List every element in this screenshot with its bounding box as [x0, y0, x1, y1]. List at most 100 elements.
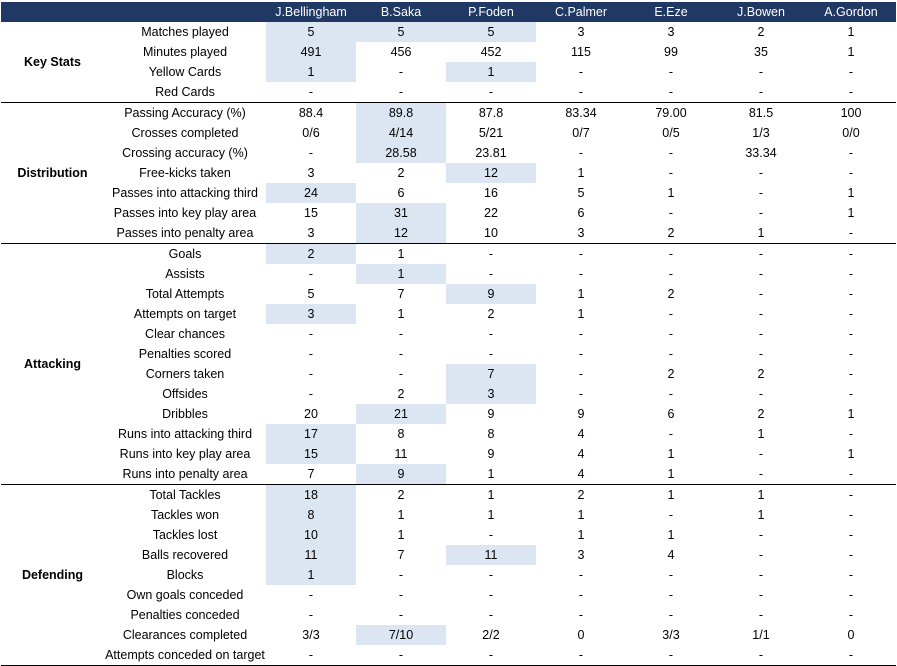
- stat-cell: 3: [667, 25, 675, 39]
- stat-cell: 2: [397, 387, 405, 401]
- stat-cell: 2: [397, 166, 405, 180]
- table-row: Clear chances - - - - - - -: [1, 324, 896, 344]
- table-row: Runs into attacking third 17 8 8 4 - 1 -: [1, 424, 896, 444]
- stat-cell: 1: [397, 247, 405, 261]
- stat-cell: 1: [577, 508, 585, 522]
- stat-cell: 2: [266, 243, 356, 264]
- stat-cell: -: [758, 287, 764, 301]
- stat-cell: -: [308, 608, 314, 622]
- stat-cell: -: [758, 387, 764, 401]
- player-header: A.Gordon: [806, 2, 896, 22]
- player-header: E.Eze: [626, 2, 716, 22]
- stat-cell: -: [626, 82, 716, 103]
- header-corner: [1, 2, 104, 22]
- metric-label: Minutes played: [142, 45, 228, 59]
- stat-cell: -: [758, 186, 764, 200]
- stat-cell: 2: [667, 367, 675, 381]
- stat-cell: 6: [577, 206, 585, 220]
- stat-cell: -: [848, 307, 854, 321]
- stat-cell: 1: [626, 464, 716, 485]
- metric-label: Yellow Cards: [148, 65, 222, 79]
- stat-cell: 15: [304, 206, 318, 220]
- stat-cell: -: [398, 347, 404, 361]
- stat-cell: 7: [446, 364, 536, 384]
- metric-label: Clear chances: [145, 327, 225, 341]
- stat-cell: 1: [847, 206, 855, 220]
- stat-cell: 1: [757, 508, 765, 522]
- stat-cell: 3/3: [302, 628, 320, 642]
- stat-cell: -: [758, 206, 764, 220]
- stat-cell: -: [488, 588, 494, 602]
- stat-cell: -: [668, 347, 674, 361]
- stat-cell: 2: [667, 287, 675, 301]
- group-label: Key Stats: [1, 22, 104, 103]
- table-row: Crossing accuracy (%) - 28.58 23.81 - - 33.34 -: [1, 143, 896, 163]
- metric-label: Passing Accuracy (%): [124, 106, 246, 120]
- player-header: J.Bowen: [716, 2, 806, 22]
- stat-cell: 89.8: [356, 102, 446, 123]
- stat-cell: -: [848, 387, 854, 401]
- stat-cell: 3: [307, 166, 315, 180]
- stat-cell: -: [806, 645, 896, 666]
- stat-cell: -: [806, 464, 896, 485]
- stat-cell: 0/7: [572, 126, 590, 140]
- metric-label: Penalties conceded: [130, 608, 240, 622]
- stat-cell: -: [578, 588, 584, 602]
- metric-label: Dribbles: [162, 407, 208, 421]
- stat-cell: -: [308, 327, 314, 341]
- stat-cell: 1: [847, 25, 855, 39]
- header-metric: [104, 2, 266, 22]
- metric-label: Passes into penalty area: [104, 223, 266, 244]
- stat-cell: -: [806, 82, 896, 103]
- stat-cell: -: [398, 65, 404, 79]
- stat-cell: 8: [397, 427, 405, 441]
- stat-cell: -: [356, 82, 446, 103]
- stat-cell: 2: [757, 407, 765, 421]
- stat-cell: -: [668, 327, 674, 341]
- stat-cell: -: [668, 307, 674, 321]
- stat-cell: -: [308, 367, 314, 381]
- stat-cell: 4/14: [356, 123, 446, 143]
- table-row: Clearances completed 3/3 7/10 2/2 0 3/3 1/1 0: [1, 625, 896, 645]
- stat-cell: -: [398, 568, 404, 582]
- stat-cell: 31: [356, 203, 446, 223]
- table-row: Red Cards - - - - - - -: [1, 82, 896, 103]
- metric-label: Penalties scored: [138, 347, 232, 361]
- stat-cell: -: [848, 588, 854, 602]
- table-row: Penalties scored - - - - - - -: [1, 344, 896, 364]
- table-row: Attacking Goals 2 1- - - - -: [1, 243, 896, 485]
- stat-cell: -: [716, 645, 806, 666]
- stat-cell: 17: [266, 424, 356, 444]
- stat-cell: 1: [847, 45, 855, 59]
- stat-cell: -: [308, 146, 314, 160]
- stat-cell: -: [398, 608, 404, 622]
- group-label: Attacking: [1, 243, 104, 485]
- metric-label: Matches played: [141, 25, 229, 39]
- stat-cell: -: [716, 464, 806, 485]
- table-row: Minutes played 491 456 452 115 99 35 1: [1, 42, 896, 62]
- stat-cell: 11: [394, 447, 408, 461]
- metric-label: Attempts on target: [133, 307, 237, 321]
- header-row: J.Bellingham B.Saka P.Foden C.Palmer E.Eze J.…: [1, 2, 896, 22]
- stat-cell: -: [488, 528, 494, 542]
- stat-cell: -: [668, 427, 674, 441]
- table-body: Key Stats Matches played 5 5 5 3 3 2 1 Minutes pl…: [1, 22, 896, 666]
- stat-cell: -: [578, 568, 584, 582]
- stat-cell: 100: [840, 106, 862, 120]
- stat-cell: -: [578, 267, 584, 281]
- table-row: Passes into penalty area 3 12 10 3 2 1-: [1, 223, 896, 244]
- stat-cell: 10: [446, 223, 536, 244]
- stat-cell: -: [308, 387, 314, 401]
- stat-cell: -: [848, 548, 854, 562]
- stat-cell: 4: [667, 548, 675, 562]
- stat-cell: -: [848, 367, 854, 381]
- stat-cell: -: [578, 347, 584, 361]
- metric-label: Passes into key play area: [113, 206, 257, 220]
- stat-cell: 9: [487, 447, 495, 461]
- metric-label: Runs into penalty area: [104, 464, 266, 485]
- stat-cell: -: [758, 247, 764, 261]
- stat-cell: -: [398, 367, 404, 381]
- stat-cell: -: [578, 146, 584, 160]
- stat-cell: -: [398, 588, 404, 602]
- table-row: Crosses completed 0/6 4/14 5/21 0/7 0/5 1/3 0/0: [1, 123, 896, 143]
